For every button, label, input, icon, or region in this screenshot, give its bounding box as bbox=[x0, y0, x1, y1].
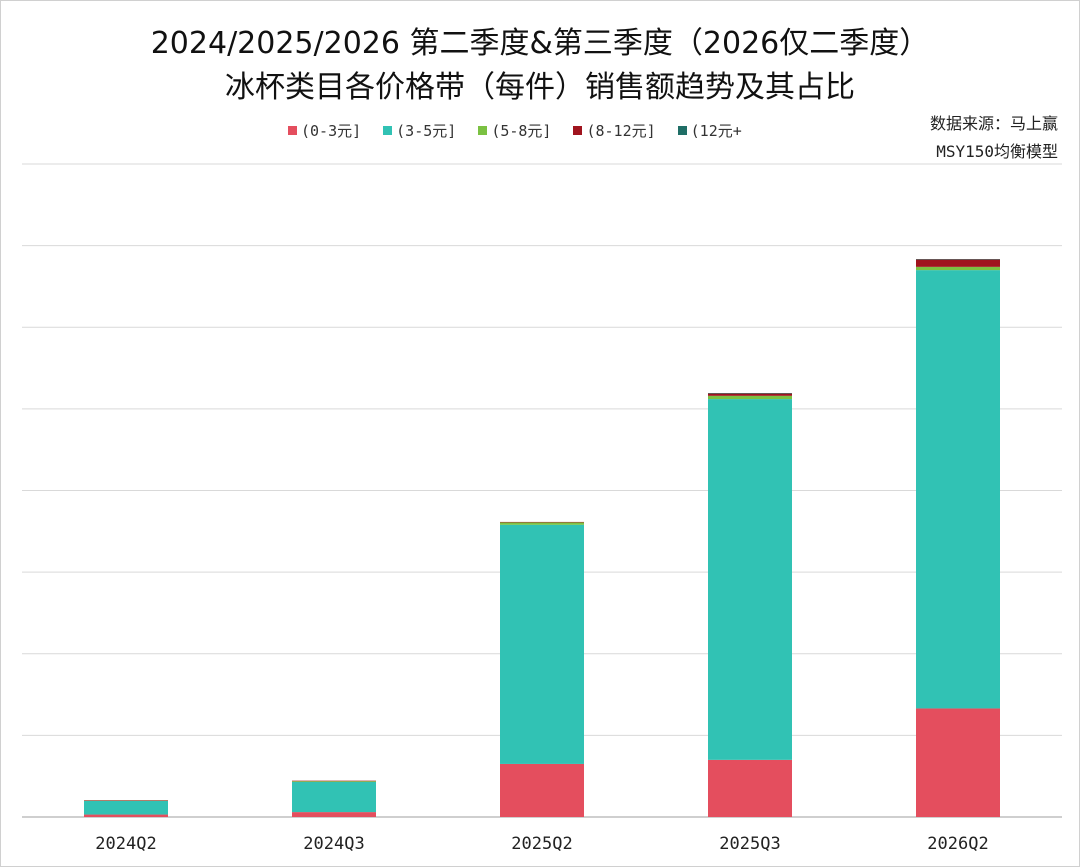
bar-segment-2024Q2-series-1 bbox=[84, 800, 168, 815]
legend-label: (5-8元] bbox=[491, 122, 552, 140]
bar-segment-2026Q2-series-2 bbox=[916, 266, 1000, 271]
x-tick-label: 2026Q2 bbox=[927, 834, 988, 854]
legend-swatch bbox=[383, 126, 393, 135]
bar-segment-2026Q2-series-0 bbox=[916, 708, 1000, 817]
bar-segment-2024Q3-series-3 bbox=[292, 780, 376, 782]
legend-item-12-plus: (12元+ bbox=[677, 120, 742, 141]
legend-swatch bbox=[573, 126, 583, 135]
legend-swatch bbox=[478, 126, 488, 135]
x-axis-ticks: 2024Q2 2024Q3 2025Q2 2025Q3 2026Q2 bbox=[95, 834, 988, 854]
bar-segment-2025Q3-series-2 bbox=[708, 395, 792, 400]
bar-segment-2026Q2-series-1 bbox=[916, 270, 1000, 709]
bar-segment-2025Q3-series-4 bbox=[708, 393, 792, 394]
chart-title-line2: 冰杯类目各价格带（每件）销售额趋势及其占比 bbox=[225, 70, 855, 105]
legend-item-8-12: (8-12元] bbox=[573, 120, 656, 141]
bar-segment-2025Q2-series-0 bbox=[500, 763, 584, 817]
bar-segment-2025Q3-series-3 bbox=[708, 393, 792, 396]
legend-label: (12元+ bbox=[690, 122, 742, 140]
bar-segment-2024Q3-series-1 bbox=[292, 781, 376, 813]
bar-segment-2024Q3-series-2 bbox=[292, 781, 376, 782]
x-tick-label: 2024Q2 bbox=[95, 834, 156, 854]
chart-title-line1: 2024/2025/2026 第二季度&第三季度（2026仅二季度） bbox=[150, 26, 930, 61]
bar-segment-2025Q2-series-1 bbox=[500, 524, 584, 764]
bar-stacks bbox=[84, 259, 1000, 817]
data-source-label: 数据来源：马上赢 bbox=[929, 114, 1058, 133]
bar-segment-2024Q2-series-3 bbox=[84, 800, 168, 801]
legend-item-5-8: (5-8元] bbox=[478, 120, 551, 141]
bar-segment-2025Q3-series-1 bbox=[708, 399, 792, 760]
legend-swatch bbox=[677, 126, 687, 135]
bar-segment-2026Q2-series-3 bbox=[916, 259, 1000, 267]
legend-label: (3-5元] bbox=[396, 122, 457, 140]
bar-segment-2025Q3-series-0 bbox=[708, 759, 792, 817]
bar-segment-2025Q2-series-2 bbox=[500, 522, 584, 525]
legend-item-3-5: (3-5元] bbox=[383, 120, 456, 141]
legend-swatch bbox=[288, 126, 297, 135]
bar-segment-2024Q2-series-0 bbox=[84, 814, 168, 817]
x-tick-label: 2025Q2 bbox=[511, 834, 572, 854]
legend-label: (8-12元] bbox=[586, 122, 656, 140]
legend-label: (0-3元] bbox=[301, 122, 362, 140]
bar-segment-2025Q2-series-3 bbox=[500, 521, 584, 523]
bar-segment-2024Q3-series-0 bbox=[292, 812, 376, 817]
legend-item-0-3: (0-3元] bbox=[288, 120, 361, 141]
x-tick-label: 2025Q3 bbox=[719, 834, 780, 854]
x-tick-label: 2024Q3 bbox=[303, 834, 364, 854]
chart-legend: (0-3元] (3-5元] (5-8元] (8-12元] (12元+ bbox=[288, 120, 742, 141]
bar-segment-2026Q2-series-4 bbox=[916, 259, 1000, 260]
data-model-label: MSY150均衡模型 bbox=[936, 142, 1058, 161]
